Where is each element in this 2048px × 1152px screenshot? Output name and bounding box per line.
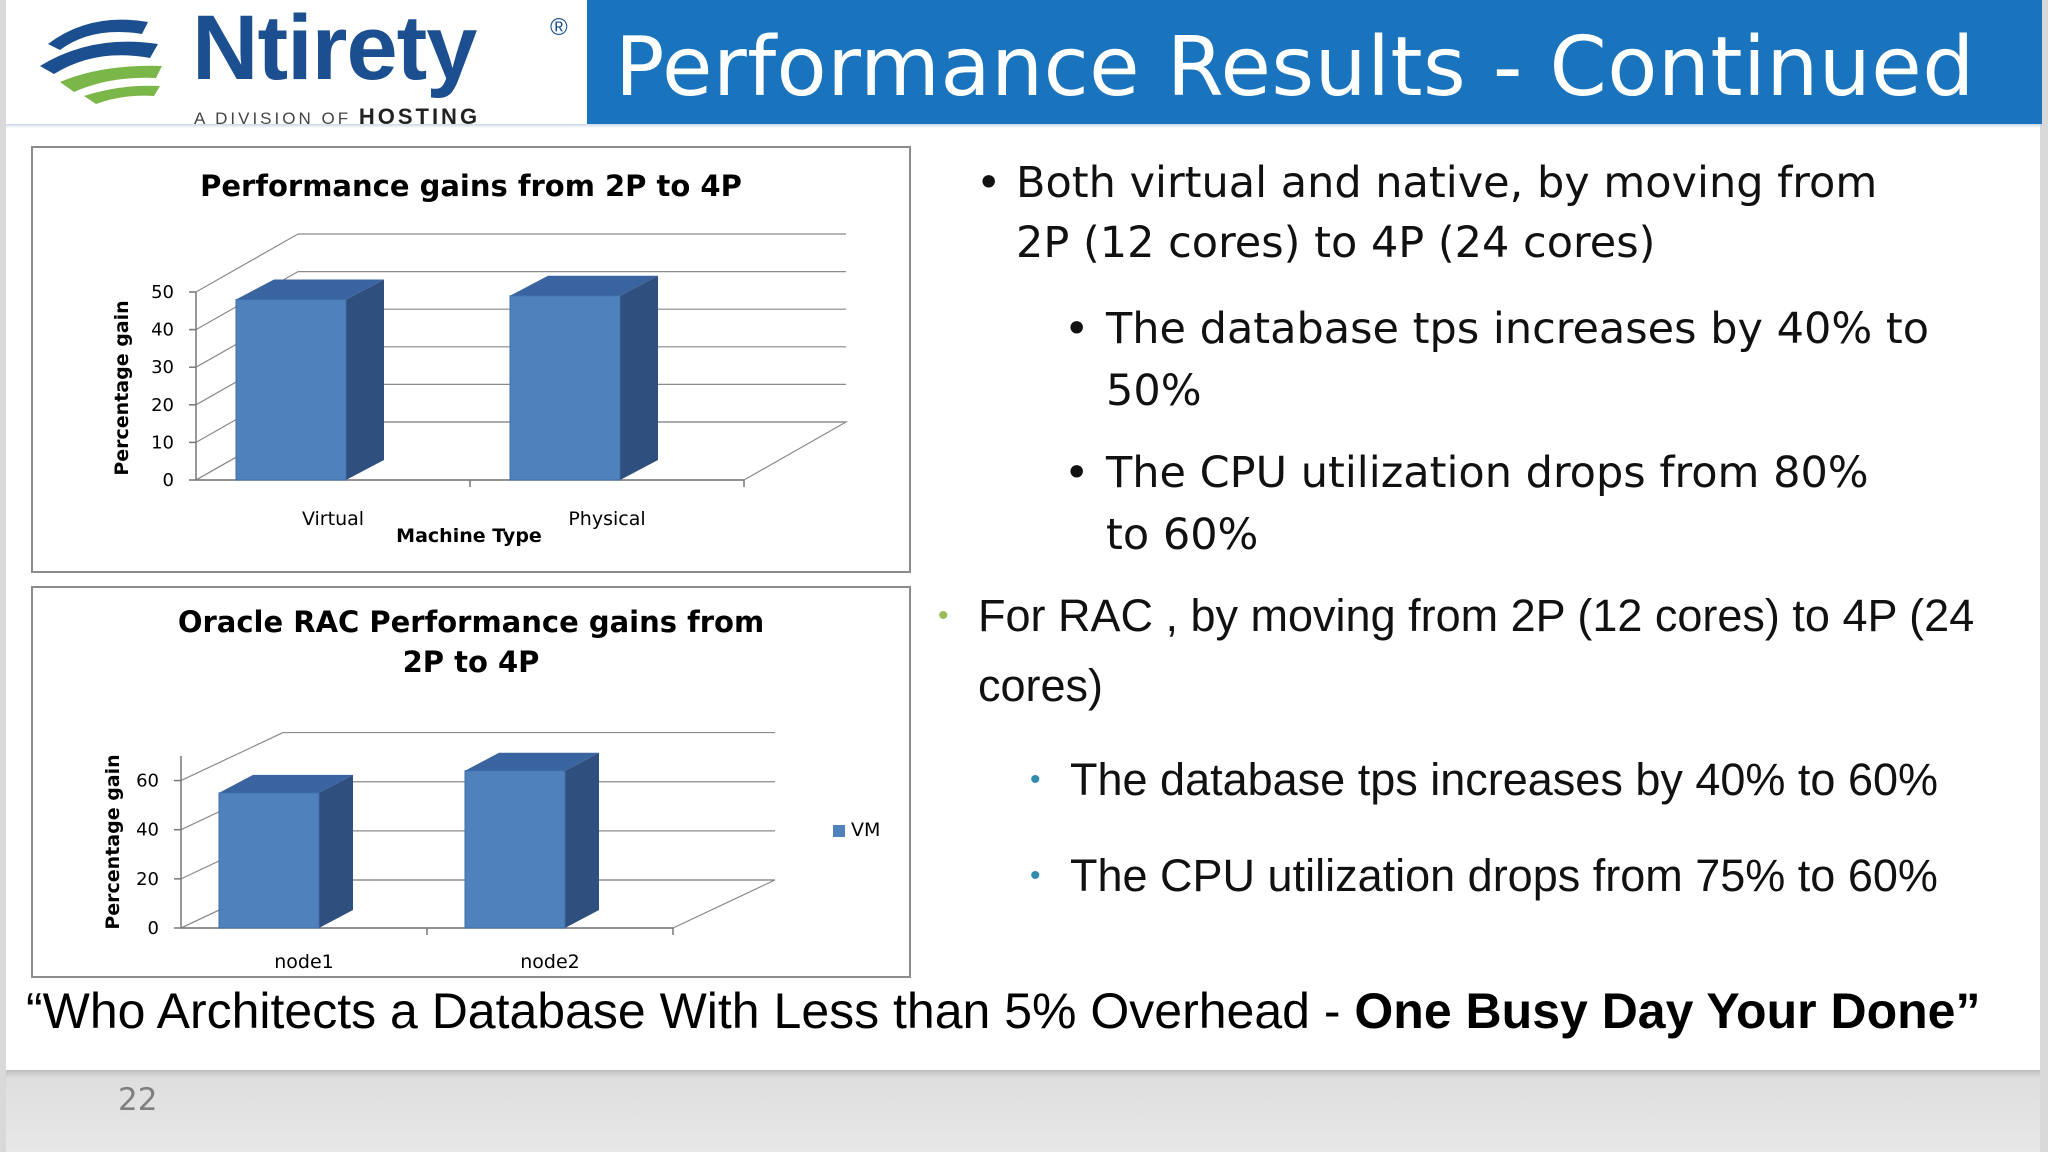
legend-label: VM	[851, 819, 880, 841]
quote-plain: “Who Architects a Database With Less tha…	[26, 983, 1355, 1039]
legend-swatch	[833, 825, 845, 837]
registered-mark: ®	[550, 14, 568, 41]
y-tick-label: 40	[136, 820, 159, 841]
title-underline	[6, 124, 2040, 128]
bar-top	[219, 774, 353, 793]
title-band: Performance Results - Continued	[587, 0, 2042, 126]
ntirety-logo: Ntirety ® A DIVISION OF HOSTING	[30, 0, 590, 129]
chart-rac-svg: Oracle RAC Performance gains from 2P to 4…	[102, 605, 880, 973]
bullet-2a-text: The database tps increases by 40% to 60%	[1070, 754, 1939, 805]
chart-performance-gains: Performance gains from 2P to 4P 0 10 20 30 40…	[31, 146, 911, 573]
y-tick-label: 60	[136, 771, 159, 792]
y-axis-label: Percentage gain	[111, 300, 133, 475]
bullet-1a-line1: The database tps increases by 40% to	[1106, 304, 1930, 354]
slide-title: Performance Results - Continued	[615, 20, 1975, 115]
bullet-dot: •	[1064, 448, 1090, 498]
bar	[509, 295, 621, 481]
bullet-1a-line2: 50%	[1106, 366, 1202, 416]
quote: “Who Architects a Database With Less tha…	[26, 982, 1980, 1040]
y-tick-label: 30	[151, 357, 174, 378]
x-tick-label: Physical	[568, 508, 645, 530]
x-tick-label: Virtual	[302, 508, 364, 530]
y-tick-label: 10	[151, 432, 174, 453]
bar-top	[465, 752, 599, 771]
y-tick-label: 20	[136, 869, 159, 890]
chart-title: Oracle RAC Performance gains from	[178, 605, 764, 639]
bar	[464, 770, 566, 929]
bullet-2-line2: cores)	[978, 660, 1104, 711]
slide: Ntirety ® A DIVISION OF HOSTING Performa…	[6, 0, 2042, 1070]
chart-2p-4p-svg: Performance gains from 2P to 4P 0 10 20 30 40…	[111, 169, 849, 547]
side-gridline	[180, 732, 284, 782]
bar-top	[510, 275, 658, 296]
bullet-dot-teal: •	[1030, 763, 1041, 796]
ntirety-swoosh-icon	[40, 19, 162, 104]
logo-division-text: A DIVISION OF	[194, 109, 352, 128]
bullet-1b-line2: to 60%	[1106, 510, 1259, 560]
y-tick-label: 20	[151, 395, 174, 416]
bar-side	[620, 275, 658, 480]
logo-wordmark: Ntirety	[192, 0, 477, 99]
x-axis-label: Machine Type	[396, 525, 542, 547]
y-tick-label: 0	[148, 918, 159, 939]
x-tick-label: node1	[274, 951, 334, 973]
y-tick-label: 50	[151, 282, 174, 303]
y-axis-label: Percentage gain	[102, 754, 124, 929]
bullet-2b-text: The CPU utilization drops from 75% to 60…	[1070, 850, 1938, 901]
chart-title: Performance gains from 2P to 4P	[200, 169, 742, 203]
quote-bold: One Busy Day Your Done”	[1354, 983, 1981, 1039]
y-tick-label: 40	[151, 320, 174, 341]
footer-bar	[6, 1070, 2040, 1152]
chart-title: 2P to 4P	[403, 645, 540, 679]
bullet-dot-green: •	[938, 599, 949, 632]
x-tick-label: node2	[520, 951, 580, 973]
bullet-dot: •	[976, 158, 1002, 208]
page-number: 22	[118, 1082, 158, 1118]
side-gridline	[195, 233, 299, 293]
bar	[218, 792, 320, 929]
bar	[235, 299, 347, 481]
bullet-1-line1: Both virtual and native, by moving from	[1016, 158, 1878, 208]
bar-top	[236, 279, 384, 300]
bullet-1b-line1: The CPU utilization drops from 80%	[1106, 448, 1869, 498]
bullet-dot-teal: •	[1030, 859, 1041, 892]
bullet-1-line2: 2P (12 cores) to 4P (24 cores)	[1016, 218, 1656, 268]
bar-side	[346, 279, 384, 480]
chart-rac-performance-gains: Oracle RAC Performance gains from 2P to 4…	[31, 586, 911, 978]
bar-side	[565, 752, 599, 928]
y-tick-label: 0	[163, 470, 174, 491]
bullet-dot: •	[1064, 304, 1090, 354]
bar-side	[319, 774, 353, 928]
bullet-2-line1: For RAC , by moving from 2P (12 cores) t…	[978, 590, 1975, 641]
